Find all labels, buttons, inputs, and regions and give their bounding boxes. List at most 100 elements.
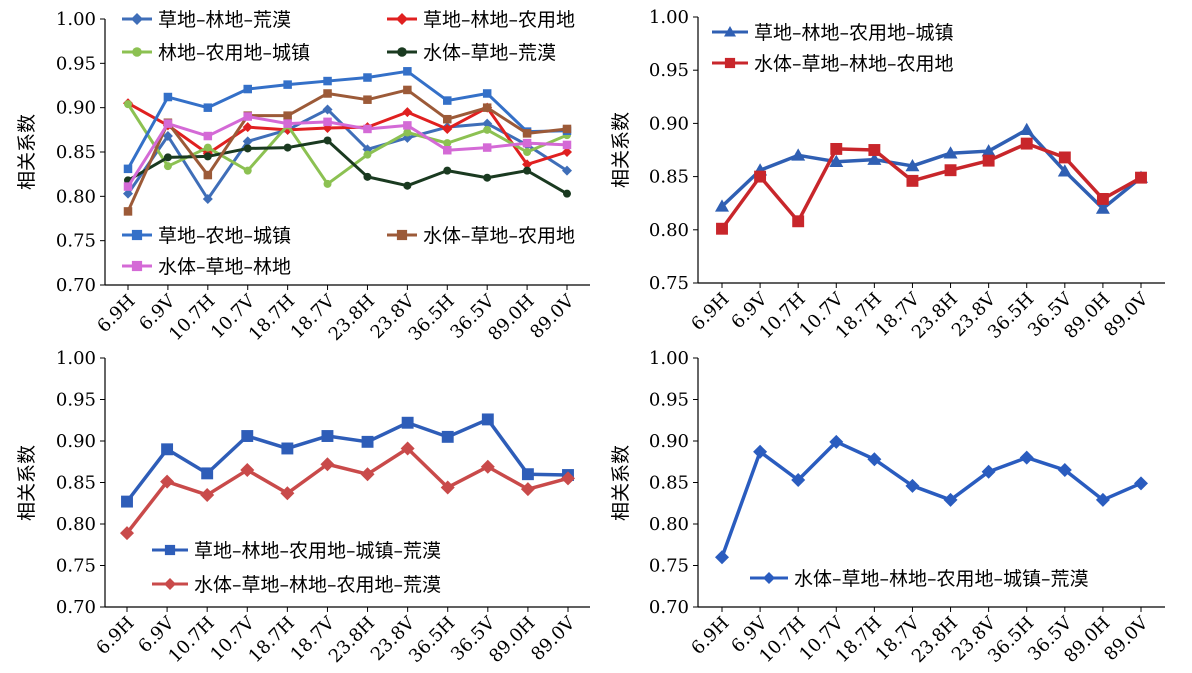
legend-entry: 水体–草地–林地–农用地 <box>712 53 954 75</box>
data-point <box>323 179 332 188</box>
legend-entry: 水体–草地–荒漠 <box>387 42 556 64</box>
data-point <box>243 84 252 94</box>
y-tick-label: 0.95 <box>56 53 96 74</box>
data-point <box>561 471 575 486</box>
series-line <box>125 446 569 535</box>
data-point <box>443 114 452 124</box>
legend-marker <box>132 47 142 57</box>
data-point <box>523 166 532 175</box>
series-line <box>126 103 568 186</box>
data-point <box>203 152 212 161</box>
legend-entry: 草地–林地–农用地–城镇 <box>712 22 954 44</box>
x-tick-label: 23.8H <box>325 291 379 345</box>
y-tick-label: 1.00 <box>56 348 96 369</box>
data-point <box>1095 201 1110 214</box>
data-point <box>562 147 572 157</box>
legend-label: 草地–林地–荒漠 <box>158 9 291 31</box>
x-tick-label: 89.0V <box>527 612 580 665</box>
data-point <box>905 158 920 172</box>
data-point <box>867 152 882 165</box>
data-point <box>403 181 412 190</box>
y-tick-label: 0.90 <box>56 431 96 452</box>
y-tick-label: 1.00 <box>649 7 689 28</box>
legend-marker <box>724 26 736 37</box>
series-line <box>126 107 568 201</box>
data-point <box>400 441 415 456</box>
series-line <box>126 69 568 170</box>
y-tick-label: 1.00 <box>56 9 96 30</box>
x-tick-label: 36.5H <box>405 613 459 667</box>
data-point <box>562 140 572 150</box>
legend-label: 草地–林地–农用地–城镇 <box>754 22 954 44</box>
chart-panel-1: 0.700.750.800.850.900.951.006.9H6.9V10.7… <box>16 9 590 345</box>
y-axis-label: 相关系数 <box>610 112 632 188</box>
y-axis-label: 相关系数 <box>16 114 38 190</box>
data-point <box>830 142 843 155</box>
legend-label: 水体–草地–林地 <box>158 256 291 278</box>
data-point <box>440 480 455 495</box>
data-point <box>522 159 533 170</box>
data-point <box>363 124 372 134</box>
legend-label: 水体–草地–林地–农用地–荒漠 <box>194 574 441 596</box>
y-tick-label: 0.75 <box>649 273 689 294</box>
y-tick-label: 0.85 <box>649 167 689 188</box>
series-line <box>720 440 1142 558</box>
y-tick-label: 0.90 <box>649 431 689 452</box>
x-tick-label: 6.9H <box>92 613 138 659</box>
data-point <box>163 153 172 162</box>
data-point <box>363 150 372 159</box>
data-point <box>323 76 332 86</box>
legend-label: 水体–草地–林地–农用地 <box>754 53 954 75</box>
data-point <box>716 222 728 235</box>
data-point <box>791 148 806 161</box>
data-point <box>201 467 214 480</box>
data-point <box>203 143 212 152</box>
y-tick-label: 0.75 <box>649 556 689 577</box>
data-point <box>120 526 134 541</box>
data-point <box>943 492 958 507</box>
data-point <box>203 170 213 180</box>
y-tick-label: 0.80 <box>56 186 96 207</box>
legend-marker <box>724 57 736 69</box>
legend-marker <box>131 13 143 25</box>
series-line <box>126 88 568 213</box>
data-point <box>753 444 768 459</box>
data-point <box>562 165 572 176</box>
x-tick-label: 18.7H <box>245 613 299 667</box>
data-point <box>1057 463 1072 478</box>
data-point <box>163 92 173 102</box>
data-point <box>522 129 532 138</box>
data-point <box>283 119 292 128</box>
y-tick-label: 0.85 <box>649 473 689 494</box>
data-point <box>241 430 254 442</box>
legend-entry: 草地–林地–荒漠 <box>122 9 291 31</box>
series-line <box>127 138 568 195</box>
data-point <box>1058 151 1071 164</box>
data-point <box>443 139 452 148</box>
data-point <box>483 173 492 182</box>
data-point <box>1134 476 1148 491</box>
data-point <box>829 154 844 167</box>
data-point <box>1096 192 1109 205</box>
data-point <box>442 123 453 134</box>
data-point <box>1020 137 1033 150</box>
x-tick-label: 89.0H <box>484 291 538 345</box>
data-point <box>981 144 996 157</box>
data-point <box>482 118 493 129</box>
data-point <box>1019 122 1034 136</box>
series-1 <box>121 413 574 508</box>
chart-panel-4: 0.700.750.800.850.900.951.006.9H6.9V10.7… <box>610 348 1165 667</box>
data-point <box>242 136 253 147</box>
x-tick-label: 89.0V <box>526 290 579 343</box>
x-tick-label: 6.9H <box>93 291 139 337</box>
data-point <box>320 457 335 472</box>
data-point <box>283 143 292 152</box>
data-point <box>240 463 255 478</box>
data-point <box>403 121 412 130</box>
data-point <box>200 487 215 502</box>
legend-label: 草地–林地–农用地 <box>423 9 575 31</box>
data-point <box>754 170 767 183</box>
data-point <box>981 464 996 479</box>
legend-label: 水体–草地–农用地 <box>423 225 575 247</box>
